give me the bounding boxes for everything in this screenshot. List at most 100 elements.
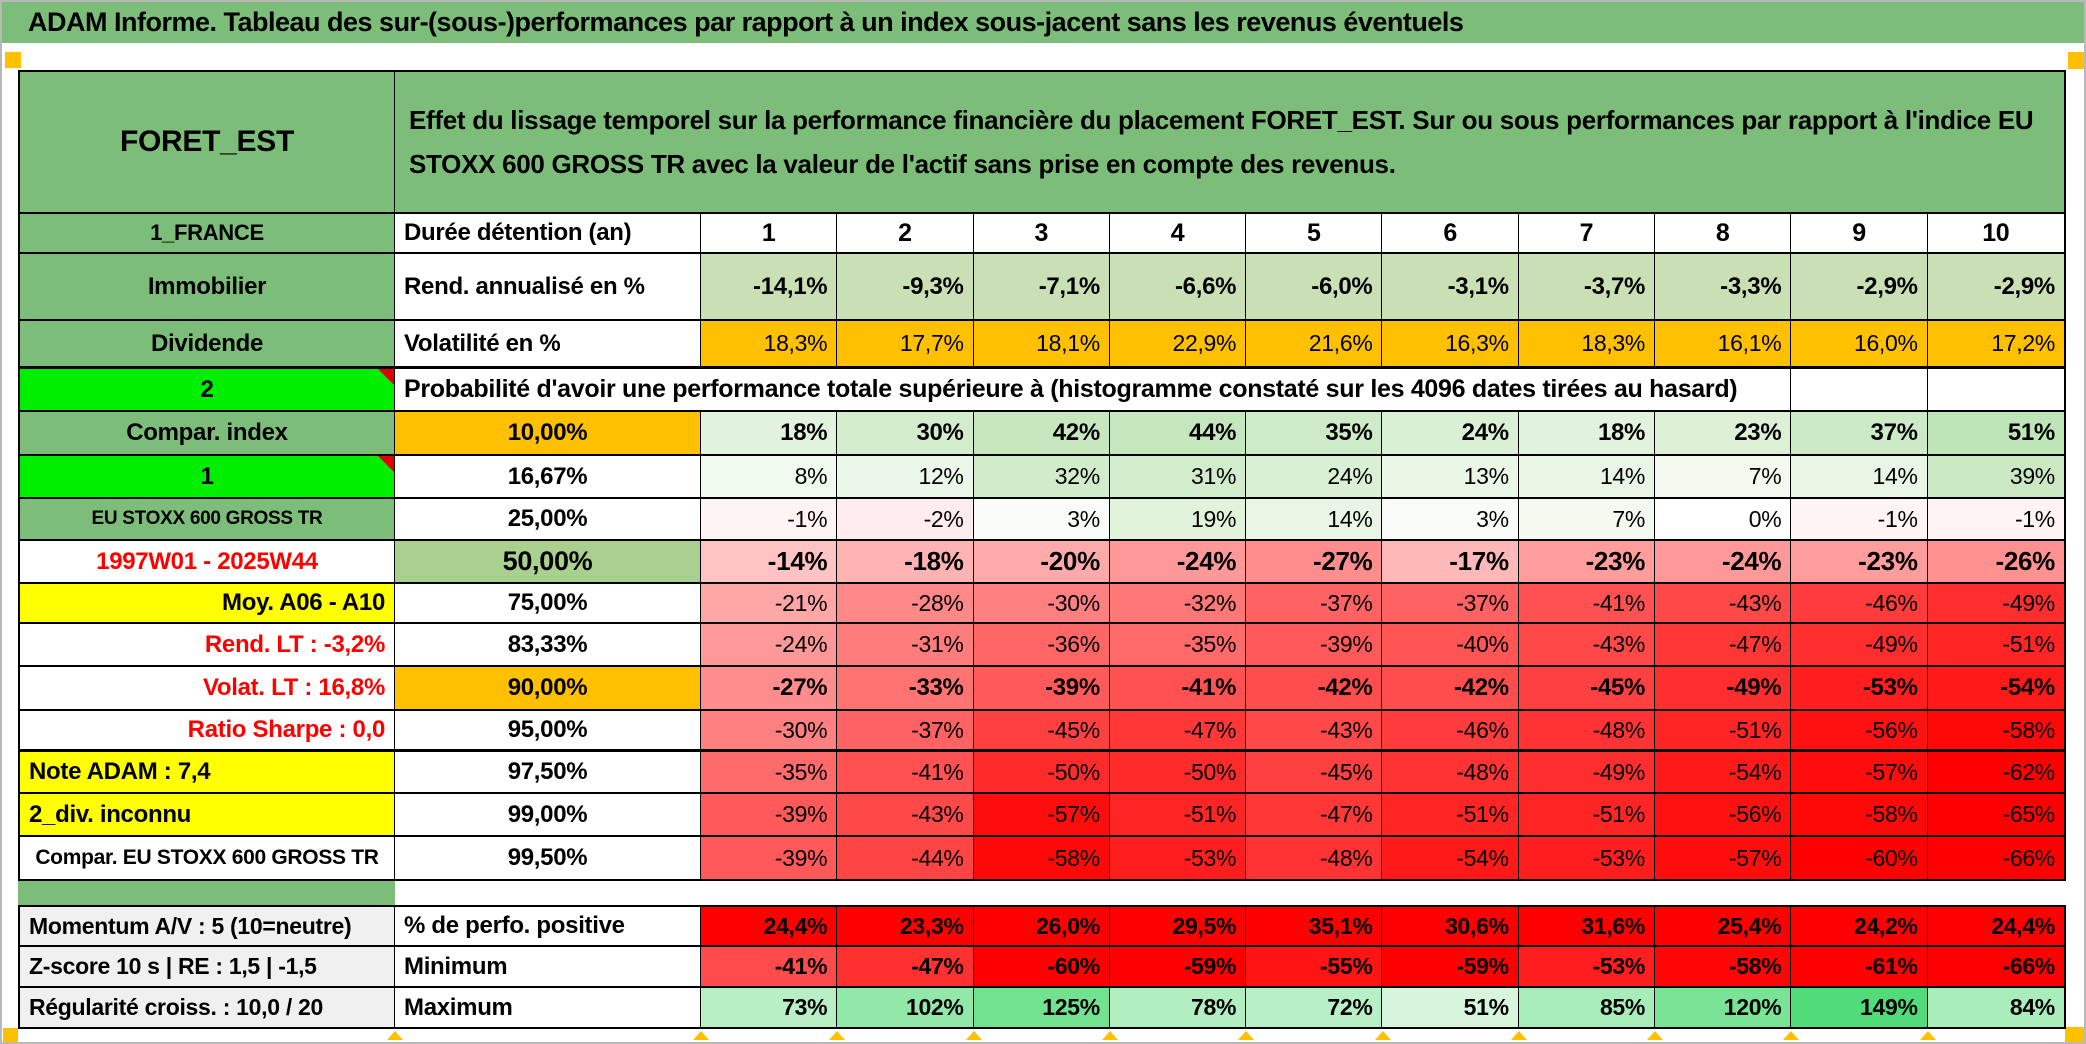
row-label-cell[interactable]: Régularité croiss. : 10,0 / 20 [20,988,395,1027]
data-cell[interactable]: -60% [973,947,1110,988]
data-cell[interactable]: -43% [1518,624,1656,667]
data-cell[interactable]: 24% [1382,412,1519,456]
row-label-cell[interactable]: Rend. LT : -3,2% [20,624,395,667]
data-cell[interactable]: 18,3% [701,321,838,369]
data-cell[interactable]: -51% [1927,624,2064,667]
data-cell[interactable]: -24% [1109,541,1247,584]
data-cell[interactable]: -1% [1927,499,2064,541]
data-cell[interactable]: 30% [837,412,974,456]
data-cell[interactable]: 12% [837,456,974,499]
data-cell[interactable]: 102% [837,988,974,1027]
data-cell[interactable]: -41% [1518,584,1656,624]
row-label-cell[interactable]: Dividende [20,321,395,369]
data-cell[interactable]: -60% [1791,837,1928,879]
data-cell[interactable]: -3,7% [1518,254,1656,321]
data-cell[interactable]: -58% [1791,794,1928,837]
data-cell[interactable]: 32% [973,456,1110,499]
data-cell[interactable]: 29,5% [1109,907,1247,947]
data-cell[interactable]: -41% [837,752,974,794]
metric-label-cell[interactable]: % de perfo. positive [395,907,701,947]
data-cell[interactable]: -58% [973,837,1110,879]
data-cell[interactable]: -50% [1109,752,1247,794]
data-cell[interactable]: -47% [1246,794,1383,837]
data-cell[interactable]: 10 [1927,214,2064,254]
data-cell[interactable]: -51% [1655,711,1792,752]
data-cell[interactable]: 7% [1655,456,1792,499]
data-cell[interactable]: -27% [701,667,838,711]
metric-label-cell[interactable]: Volatilité en % [395,321,701,369]
data-cell[interactable]: -37% [837,711,974,752]
data-cell[interactable]: 3% [1382,499,1519,541]
data-cell[interactable]: 8 [1655,214,1792,254]
data-cell[interactable]: -55% [1246,947,1383,988]
data-cell[interactable]: -51% [1382,794,1519,837]
data-cell[interactable]: 14% [1518,456,1656,499]
data-cell[interactable]: -57% [1655,837,1792,879]
data-cell[interactable]: -28% [837,584,974,624]
data-cell[interactable]: -43% [1655,584,1792,624]
data-cell[interactable]: -31% [837,624,974,667]
metric-label-cell[interactable]: 95,00% [395,711,701,752]
data-cell[interactable]: -48% [1246,837,1383,879]
data-cell[interactable]: -30% [701,711,838,752]
row-label-cell[interactable]: 1997W01 - 2025W44 [20,541,395,584]
metric-label-cell[interactable]: 83,33% [395,624,701,667]
data-cell[interactable]: -48% [1382,752,1519,794]
data-cell[interactable]: -47% [1655,624,1792,667]
metric-label-cell[interactable]: Rend. annualisé en % [395,254,701,321]
data-cell[interactable]: -48% [1518,711,1656,752]
data-cell[interactable]: -2,9% [1927,254,2064,321]
data-cell[interactable]: -45% [1246,752,1383,794]
data-cell[interactable]: 14% [1246,499,1383,541]
data-cell[interactable]: 44% [1109,412,1247,456]
row-label-cell[interactable]: Compar. EU STOXX 600 GROSS TR [20,837,395,879]
data-cell[interactable]: -32% [1109,584,1247,624]
row-label-cell[interactable]: 1 [20,456,395,499]
data-cell[interactable]: -23% [1518,541,1656,584]
data-cell[interactable]: 18% [701,412,838,456]
data-cell[interactable]: -58% [1927,711,2064,752]
data-cell[interactable]: -18% [837,541,974,584]
data-cell[interactable]: -36% [973,624,1110,667]
data-cell[interactable]: 4 [1109,214,1247,254]
data-cell[interactable]: -41% [1109,667,1247,711]
data-cell[interactable]: -42% [1246,667,1383,711]
data-cell[interactable]: -23% [1791,541,1928,584]
data-cell[interactable]: -1% [1791,499,1928,541]
data-cell[interactable]: 3 [973,214,1110,254]
data-cell[interactable]: 23,3% [837,907,974,947]
metric-label-cell[interactable]: 16,67% [395,456,701,499]
empty-cell[interactable] [1927,369,2064,412]
data-cell[interactable]: -57% [1791,752,1928,794]
probability-title-cell[interactable]: Probabilité d'avoir une performance tota… [395,369,1792,412]
data-cell[interactable]: -53% [1109,837,1247,879]
row-label-cell[interactable]: 2_div. inconnu [20,794,395,837]
row-label-cell[interactable]: 2 [20,369,395,412]
data-cell[interactable]: 51% [1927,412,2064,456]
data-cell[interactable]: 17,7% [837,321,974,369]
data-cell[interactable]: -54% [1382,837,1519,879]
data-cell[interactable]: 18,3% [1518,321,1656,369]
data-cell[interactable]: -44% [837,837,974,879]
data-cell[interactable]: -39% [701,794,838,837]
row-label-cell[interactable]: FORET_EST [20,72,395,214]
metric-label-cell[interactable]: 10,00% [395,412,701,456]
data-cell[interactable]: 18% [1518,412,1656,456]
data-cell[interactable]: -53% [1791,667,1928,711]
data-cell[interactable]: -49% [1791,624,1928,667]
data-cell[interactable]: -9,3% [837,254,974,321]
data-cell[interactable]: 37% [1791,412,1928,456]
data-cell[interactable]: 18,1% [973,321,1110,369]
data-cell[interactable]: -56% [1791,711,1928,752]
data-cell[interactable]: -47% [837,947,974,988]
data-cell[interactable]: -58% [1655,947,1792,988]
data-cell[interactable]: -53% [1518,837,1656,879]
data-cell[interactable]: 39% [1927,456,2064,499]
row-label-cell[interactable]: Ratio Sharpe : 0,0 [20,711,395,752]
data-cell[interactable]: -45% [973,711,1110,752]
metric-label-cell[interactable]: 99,50% [395,837,701,879]
data-cell[interactable]: -3,3% [1655,254,1792,321]
data-cell[interactable]: 7% [1518,499,1656,541]
metric-label-cell[interactable]: 97,50% [395,752,701,794]
row-label-cell[interactable]: 1_FRANCE [20,214,395,254]
